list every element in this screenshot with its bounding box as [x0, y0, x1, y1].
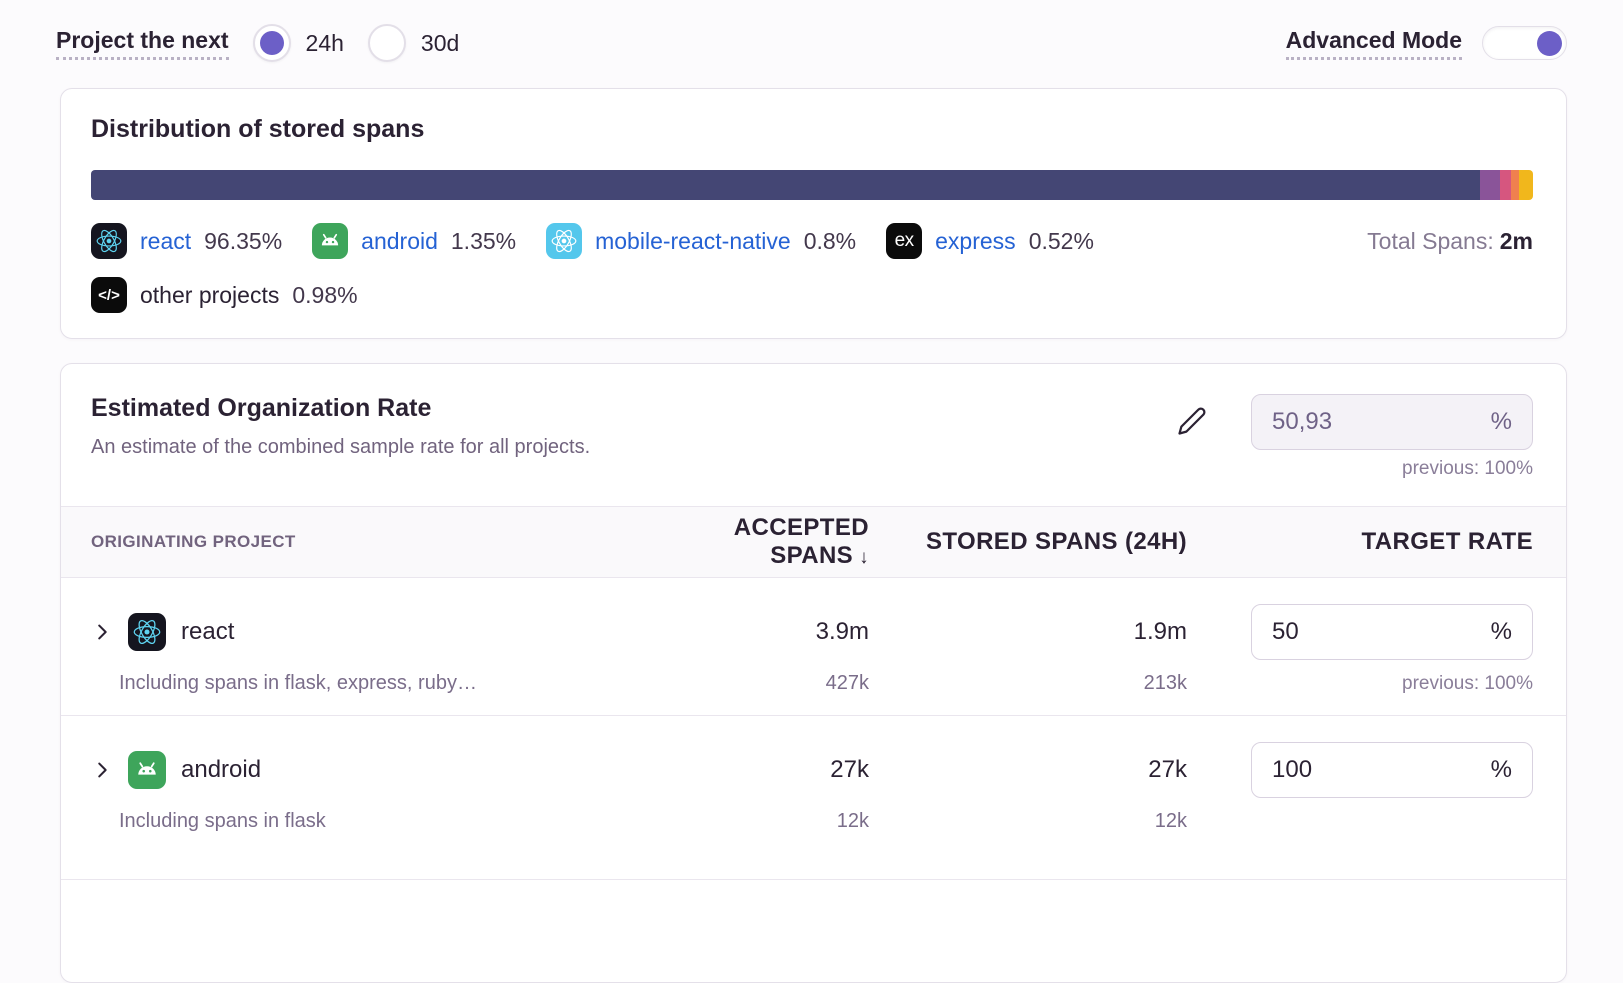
legend-link-android[interactable]: android: [361, 227, 438, 254]
org-rate-previous: previous: 100%: [1402, 458, 1533, 479]
stored-spans-value: 1.9m: [1133, 618, 1187, 645]
distribution-legend: react 96.35% android 1.35% mobile-react-…: [91, 222, 1533, 314]
sub-accepted-value: 427k: [825, 672, 869, 694]
total-spans-label: Total Spans:: [1367, 227, 1494, 254]
org-rate-unit: %: [1490, 408, 1512, 435]
target-rate-input[interactable]: [1272, 618, 1483, 646]
legend-link-mobile-react-native[interactable]: mobile-react-native: [595, 227, 791, 254]
target-rate-input-box: %: [1251, 742, 1533, 798]
chevron-right-icon[interactable]: [91, 621, 113, 643]
row-sub-label: Including spans in flask, express, ruby…: [119, 672, 477, 694]
total-spans-value: 2m: [1499, 227, 1533, 254]
legend-item-mobile-react-native: mobile-react-native 0.8%: [546, 223, 856, 259]
project-name: android: [181, 756, 262, 783]
legend-item-express: ex express 0.52%: [886, 223, 1094, 259]
chevron-right-icon[interactable]: [91, 759, 113, 781]
header-accepted-spans[interactable]: ACCEPTED SPANS ↓: [733, 514, 869, 569]
header-stored-spans: STORED SPANS (24H): [925, 528, 1187, 555]
react-icon: [128, 613, 166, 651]
target-rate-input-box: %: [1251, 604, 1533, 660]
bar-segment-mobile-react-native[interactable]: [1499, 170, 1512, 200]
row-sub-label: Including spans in flask: [119, 810, 326, 832]
accepted-spans-value: 27k: [830, 756, 869, 783]
legend-item-android: android 1.35%: [312, 223, 516, 259]
target-rate-unit: %: [1490, 756, 1512, 783]
stored-spans-value: 27k: [1148, 756, 1187, 783]
org-rate-text-block: Estimated Organization Rate An estimate …: [91, 394, 590, 480]
android-icon: [312, 223, 349, 259]
legend-link-react[interactable]: react: [140, 227, 192, 254]
legend-pct-android: 1.35%: [450, 227, 517, 254]
accepted-spans-value: 3.9m: [815, 618, 869, 645]
total-spans: Total Spans: 2m: [1367, 228, 1533, 255]
legend-item-other-projects: </> other projects 0.98%: [91, 277, 358, 313]
distribution-title: Distribution of stored spans: [91, 115, 425, 143]
org-rate-input[interactable]: [1272, 408, 1483, 436]
target-rate-unit: %: [1490, 618, 1512, 645]
distribution-card: Distribution of stored spans react 96.35…: [60, 88, 1567, 339]
bar-segment-other-projects[interactable]: [1518, 170, 1533, 200]
android-icon: [128, 751, 166, 789]
react-native-icon: [546, 223, 583, 259]
express-icon: ex: [886, 223, 923, 259]
org-rate-card: Estimated Organization Rate An estimate …: [60, 363, 1567, 983]
header-target-rate: TARGET RATE: [1361, 528, 1533, 555]
radio-24h-label: 24h: [305, 29, 344, 56]
header-originating-project: ORIGINATING PROJECT: [91, 532, 296, 551]
react-icon: [91, 223, 127, 259]
project-name: react: [181, 618, 235, 645]
advanced-mode-toggle[interactable]: [1482, 26, 1567, 60]
bar-segment-android[interactable]: [1480, 170, 1500, 200]
radio-24h[interactable]: 24h: [252, 24, 344, 62]
legend-pct-react: 96.35%: [204, 227, 283, 254]
org-rate-input-box: %: [1251, 394, 1533, 450]
row-previous-rate: previous: 100%: [1402, 672, 1533, 694]
table-header-row: ORIGINATING PROJECT ACCEPTED SPANS ↓ STOR…: [61, 506, 1566, 578]
table-row-react: react 3.9m 1.9m % Including spans in fla…: [61, 578, 1566, 716]
sub-stored-value: 213k: [1143, 672, 1187, 694]
legend-pct-other-projects: 0.98%: [292, 281, 358, 308]
bar-segment-react[interactable]: [91, 170, 1481, 200]
radio-24h-circle[interactable]: [252, 24, 291, 62]
edit-pencil-icon[interactable]: [1177, 406, 1207, 439]
sub-accepted-value: 12k: [836, 810, 869, 832]
radio-30d[interactable]: 30d: [367, 24, 460, 62]
radio-30d-circle[interactable]: [367, 24, 406, 62]
table-row-android: android 27k 27k % Including spans in fla…: [61, 716, 1566, 880]
advanced-mode-label[interactable]: Advanced Mode: [1285, 27, 1462, 60]
radio-30d-label: 30d: [420, 29, 460, 56]
bar-segment-express[interactable]: [1511, 170, 1519, 200]
code-icon: </>: [91, 277, 127, 313]
target-rate-input[interactable]: [1272, 756, 1483, 784]
legend-label-other-projects: other projects: [140, 281, 280, 308]
sort-desc-icon: ↓: [859, 547, 869, 568]
toggle-knob-icon: [1537, 30, 1562, 56]
org-rate-description: An estimate of the combined sample rate …: [91, 436, 591, 458]
org-rate-title: Estimated Organization Rate: [91, 394, 432, 422]
top-controls-bar: Project the next 24h 30d Advanced Mode: [0, 0, 1623, 66]
legend-pct-mobile-react-native: 0.8%: [803, 227, 857, 254]
legend-pct-express: 0.52%: [1028, 227, 1094, 254]
stacked-distribution-bar: [91, 170, 1533, 200]
legend-link-express[interactable]: express: [935, 227, 1016, 254]
project-the-next-label[interactable]: Project the next: [56, 27, 229, 60]
legend-item-react: react 96.35%: [91, 223, 282, 259]
sub-stored-value: 12k: [1154, 810, 1187, 832]
